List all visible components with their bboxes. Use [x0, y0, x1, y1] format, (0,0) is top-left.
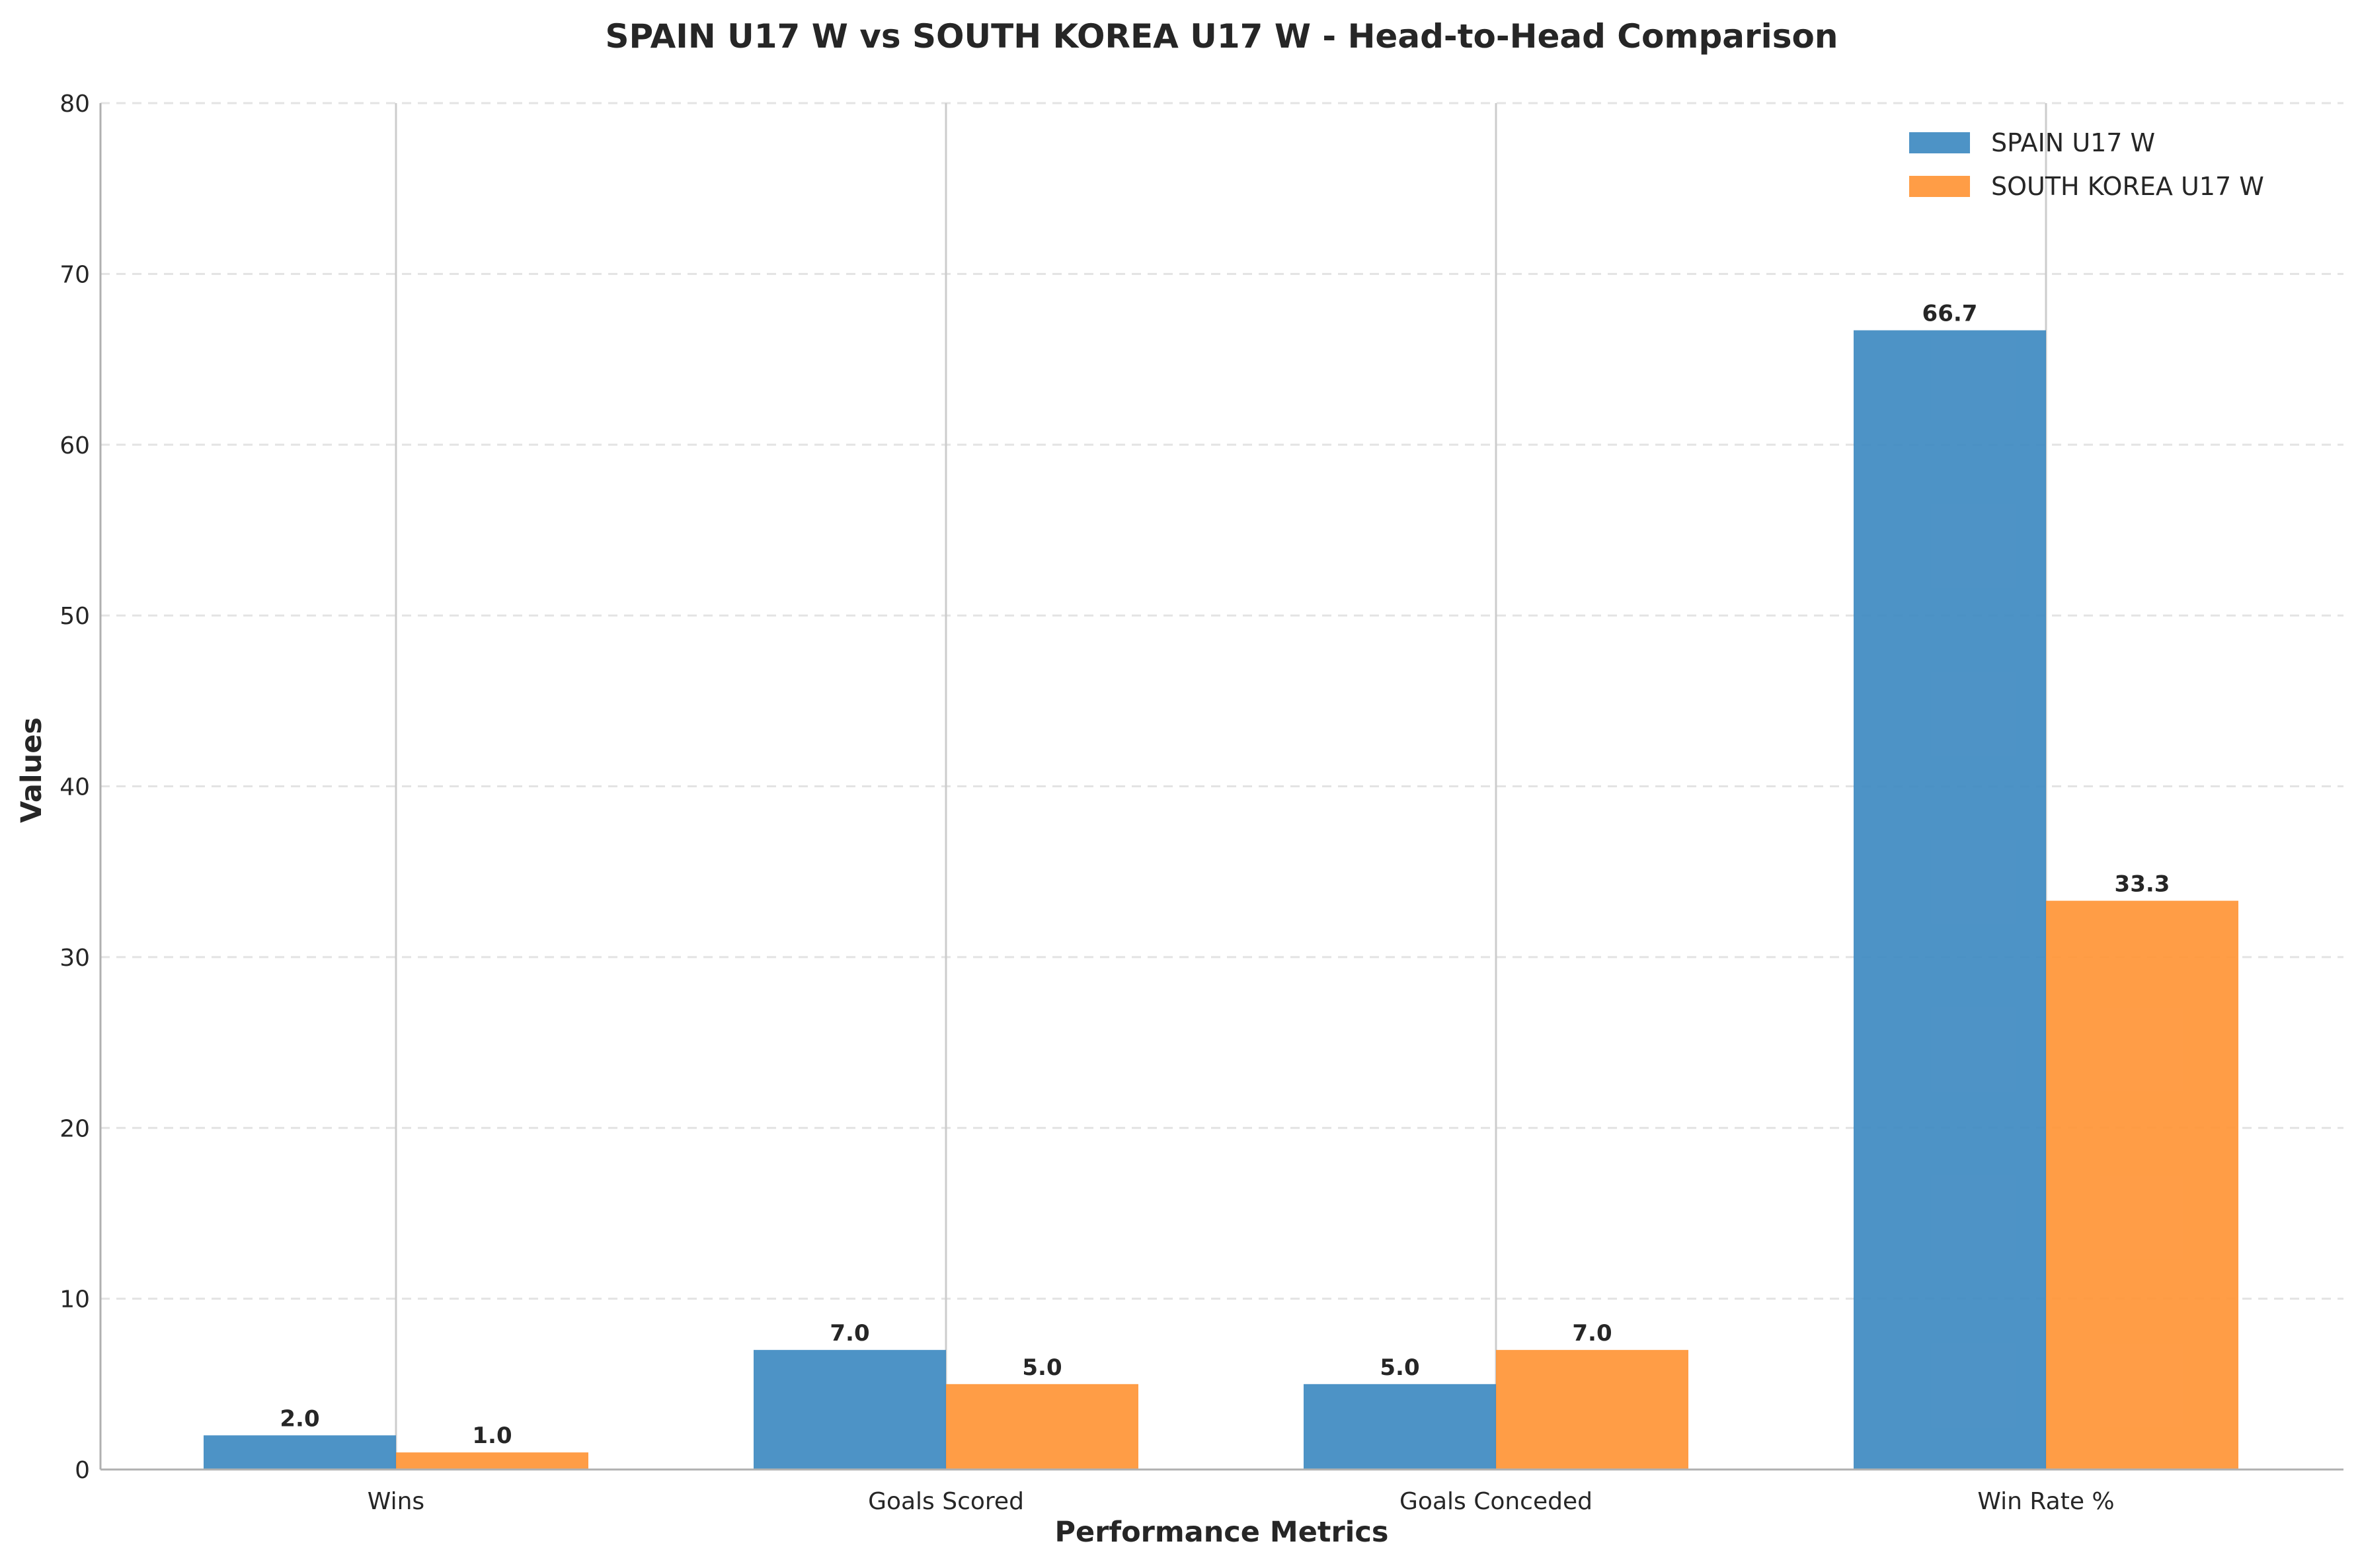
bar-spain — [204, 1435, 396, 1470]
bar-south-korea — [2046, 900, 2238, 1470]
bar-south-korea — [1496, 1350, 1688, 1470]
x-tick-label: Goals Conceded — [1399, 1488, 1593, 1515]
bars-layer — [204, 330, 2238, 1470]
y-tick-label: 10 — [59, 1286, 90, 1313]
legend-entry: SPAIN U17 W — [1991, 128, 2155, 157]
bar-value-label: 7.0 — [1572, 1320, 1612, 1347]
bar-spain — [1304, 1384, 1496, 1470]
y-tick-label: 70 — [59, 261, 90, 288]
legend-swatch — [1909, 132, 1970, 153]
bar-value-label: 2.0 — [280, 1405, 319, 1432]
grid-layer — [100, 102, 2343, 1470]
y-tick-label: 40 — [59, 774, 90, 801]
bar-value-label: 5.0 — [1380, 1354, 1419, 1381]
y-axis-label: Values — [15, 717, 48, 823]
legend-swatch — [1909, 176, 1970, 197]
x-tick-label: Win Rate % — [1977, 1488, 2114, 1515]
bar-spain — [1854, 330, 2046, 1470]
bar-spain — [754, 1350, 946, 1470]
x-tick-label: Goals Scored — [868, 1488, 1024, 1515]
bar-value-label: 66.7 — [1922, 301, 1978, 327]
chart-title: SPAIN U17 W vs SOUTH KOREA U17 W - Head-… — [606, 17, 1838, 56]
legend: SPAIN U17 W SOUTH KOREA U17 W — [1909, 128, 2264, 201]
y-tick-label: 0 — [75, 1457, 90, 1484]
x-axis-label: Performance Metrics — [1055, 1516, 1389, 1549]
bar-value-label: 33.3 — [2115, 871, 2170, 898]
bar-value-label: 5.0 — [1022, 1354, 1062, 1381]
y-tick-label: 50 — [59, 603, 90, 630]
bar-south-korea — [396, 1452, 588, 1470]
y-tick-label: 80 — [59, 91, 90, 118]
bar-south-korea — [946, 1384, 1138, 1470]
axes-layer: 0 10 20 30 40 50 60 70 80 Wins Goals Scored Goals C… — [59, 91, 2343, 1515]
bar-value-label: 1.0 — [472, 1423, 512, 1449]
y-tick-label: 60 — [59, 432, 90, 459]
y-tick-label: 20 — [59, 1115, 90, 1142]
labels-layer: 2.0 7.0 5.0 66.7 1.0 5.0 7.0 33.3 — [280, 301, 2170, 1450]
y-tick-label: 30 — [59, 945, 90, 972]
legend-entry: SOUTH KOREA U17 W — [1991, 172, 2264, 201]
x-tick-label: Wins — [368, 1488, 424, 1515]
bar-value-label: 7.0 — [830, 1320, 869, 1347]
